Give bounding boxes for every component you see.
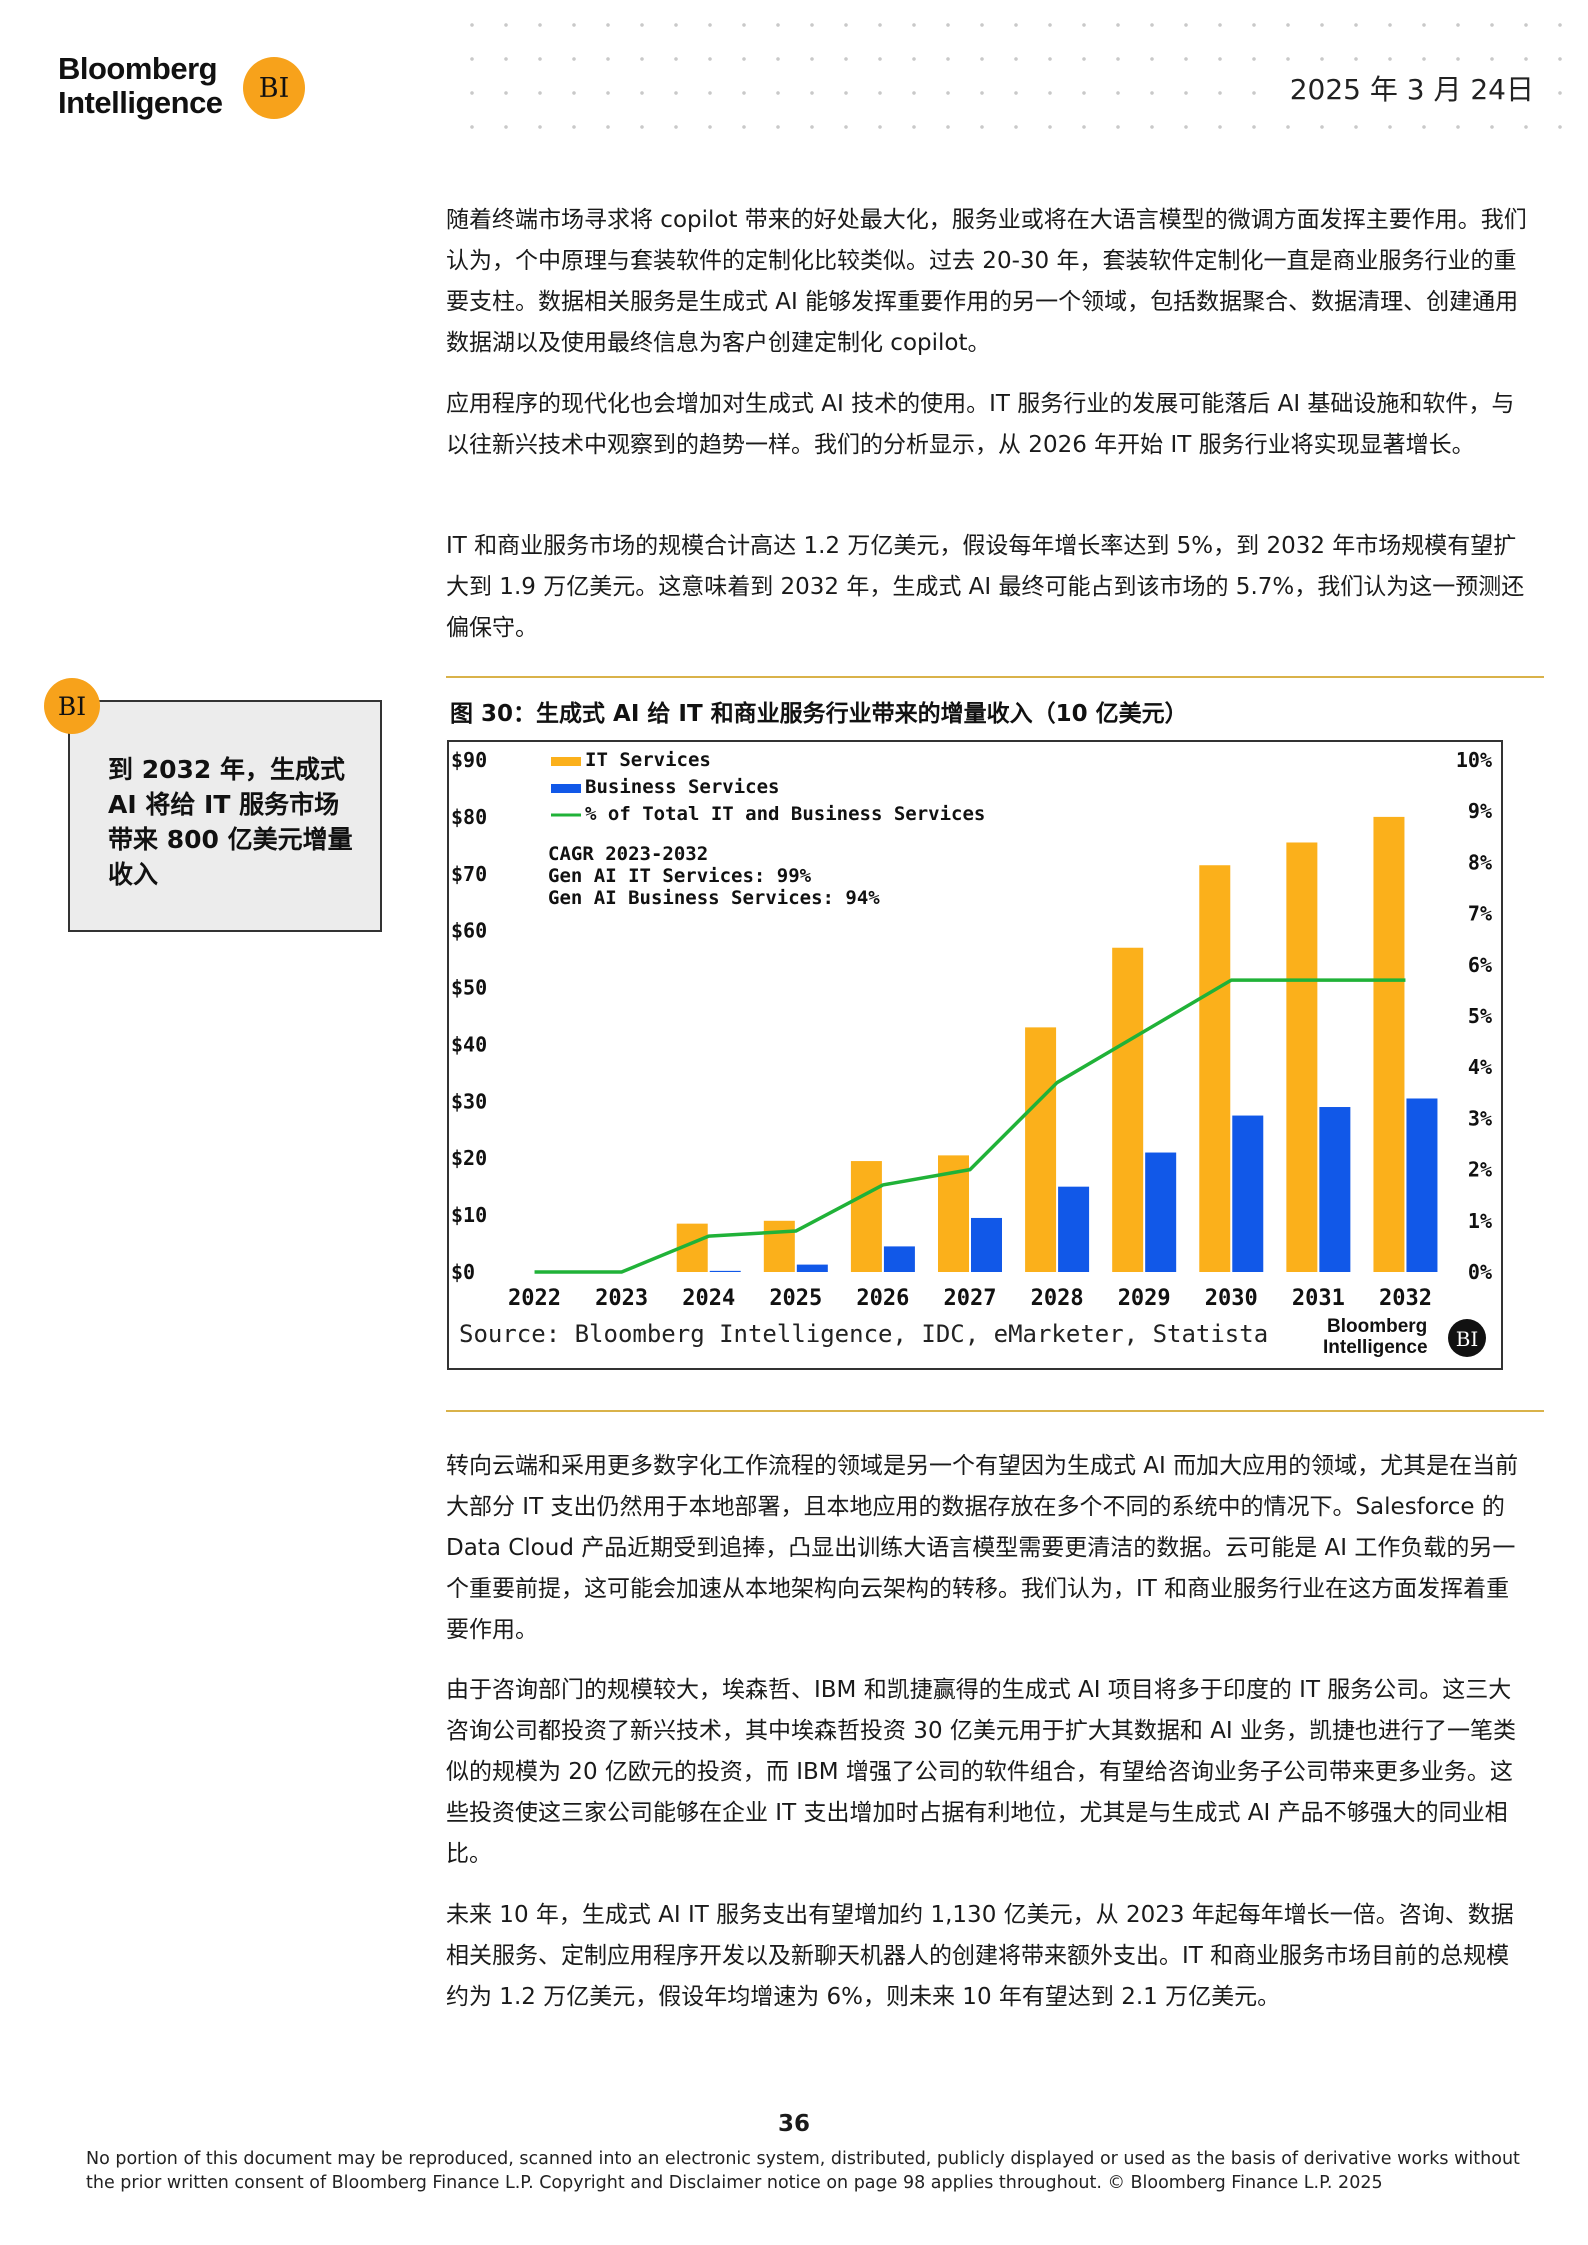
y-right-tick-7: 7% (1468, 902, 1492, 926)
bar-business-services-2030 (1232, 1115, 1264, 1272)
logo-line-2: Intelligence (58, 85, 223, 120)
y-right-tick-3: 3% (1468, 1106, 1492, 1130)
callout-text: 到 2032 年，生成式 AI 将给 IT 服务市场带来 800 亿美元增量收入 (108, 755, 353, 889)
x-tick-label-2024: 2024 (682, 1286, 735, 1311)
y-left-tick-8: $80 (451, 805, 487, 829)
logo-line-1: Bloomberg (58, 51, 218, 86)
bar-it-services-2025 (763, 1220, 795, 1272)
paragraph-3: IT 和商业服务市场的规模合计高达 1.2 万亿美元，假设每年增长率达到 5%，… (446, 533, 1525, 641)
bar-it-services-2031 (1286, 842, 1318, 1272)
bar-business-services-2024 (709, 1270, 741, 1272)
x-tick-label-2030: 2030 (1205, 1286, 1258, 1311)
figure-top-rule (446, 676, 1544, 678)
bar-business-services-2028 (1058, 1186, 1090, 1272)
bar-business-services-2027 (971, 1217, 1002, 1272)
y-left-tick-7: $70 (451, 862, 487, 886)
x-tick-label-2026: 2026 (856, 1286, 909, 1311)
callout-box: 到 2032 年，生成式 AI 将给 IT 服务市场带来 800 亿美元增量收入 (68, 700, 382, 932)
callout-bi-icon: BI (44, 678, 100, 734)
paragraph-5: 由于咨询部门的规模较大，埃森哲、IBM 和凯捷赢得的生成式 AI 项目将多于印度… (446, 1677, 1517, 1867)
y-left-tick-3: $30 (451, 1089, 487, 1113)
y-right-tick-6: 6% (1468, 953, 1492, 977)
paragraph-4: 转向云端和采用更多数字化工作流程的领域是另一个有望因为生成式 AI 而加大应用的… (446, 1453, 1519, 1643)
y-right-tick-9: 9% (1468, 799, 1492, 823)
legend-swatch-it-services (551, 757, 581, 766)
bloomberg-intelligence-logo: Bloomberg Intelligence (58, 52, 223, 120)
legend-swatch-business-services (551, 784, 581, 793)
chart-logo-line-2: Intelligence (1323, 1337, 1428, 1358)
x-tick-label-2025: 2025 (769, 1286, 822, 1311)
bar-it-services-2026 (850, 1161, 882, 1272)
chart-source: Source: Bloomberg Intelligence, IDC, eMa… (459, 1320, 1268, 1348)
bar-business-services-2026 (883, 1246, 915, 1272)
footer-disclaimer: No portion of this document may be repro… (86, 2149, 1520, 2193)
cagr-annotation-title: CAGR 2023-2032 (548, 843, 708, 865)
paragraph-1: 随着终端市场寻求将 copilot 带来的好处最大化，服务业或将在大语言模型的微… (446, 207, 1527, 356)
legend-label-business-services: Business Services (585, 776, 779, 798)
x-tick-label-2029: 2029 (1118, 1286, 1171, 1311)
y-left-tick-4: $40 (451, 1032, 487, 1056)
legend-label-it-services: IT Services (585, 749, 711, 771)
page-number: 36 (777, 2111, 810, 2137)
bar-line-chart: 2022 2023 2024 2025 2026 2027 2028 2029 2030 2031… (451, 748, 1492, 1358)
figure-bottom-rule (446, 1410, 1544, 1412)
bar-it-services-2029 (1112, 947, 1144, 1272)
bar-business-services-2029 (1145, 1152, 1177, 1272)
y-right-tick-4: 4% (1468, 1055, 1492, 1079)
x-tick-label-2031: 2031 (1292, 1286, 1345, 1311)
x-tick-label-2023: 2023 (595, 1286, 648, 1311)
y-left-tick-6: $60 (451, 919, 487, 943)
x-tick-label-2028: 2028 (1031, 1286, 1084, 1311)
figure-title: 图 30：生成式 AI 给 IT 和商业服务行业带来的增量收入（10 亿美元） (450, 701, 1188, 727)
y-right-tick-5: 5% (1468, 1004, 1492, 1028)
x-tick-label-2032: 2032 (1379, 1286, 1432, 1311)
y-right-tick-0: 0% (1468, 1260, 1492, 1284)
y-left-tick-2: $20 (451, 1146, 487, 1170)
bar-it-services-2030 (1199, 865, 1231, 1272)
y-left-tick-0: $0 (451, 1260, 475, 1284)
chart-logo-line-1: Bloomberg (1327, 1316, 1427, 1337)
cagr-annotation-it: Gen AI IT Services: 99% (548, 865, 812, 887)
chart-bi-badge-text: BI (1456, 1327, 1479, 1351)
x-tick-label-2022: 2022 (508, 1286, 561, 1311)
paragraph-2: 应用程序的现代化也会增加对生成式 AI 技术的使用。IT 服务行业的发展可能落后… (446, 391, 1515, 458)
y-right-tick-1: 1% (1468, 1209, 1492, 1233)
bar-it-services-2028 (1025, 1027, 1057, 1272)
bar-business-services-2031 (1319, 1107, 1351, 1272)
line-pct-total (534, 978, 1406, 1274)
report-date: 2025 年 3 月 24日 (1283, 66, 1540, 110)
y-left-tick-5: $50 (451, 976, 487, 1000)
chart-bi-icon (1448, 1319, 1486, 1357)
y-right-tick-8: 8% (1468, 850, 1492, 874)
bar-it-services-2032 (1373, 816, 1405, 1272)
y-left-tick-1: $10 (451, 1203, 487, 1227)
bar-business-services-2025 (796, 1264, 828, 1272)
y-right-tick-10: 10% (1456, 748, 1492, 772)
x-tick-label-2027: 2027 (944, 1286, 997, 1311)
chart-container: 2022 2023 2024 2025 2026 2027 2028 2029 2030 2031… (447, 740, 1503, 1370)
y-left-tick-9: $90 (451, 748, 487, 772)
y-right-tick-2: 2% (1468, 1158, 1492, 1182)
legend-label-pct-total: % of Total IT and Business Services (585, 803, 985, 825)
cagr-annotation-business: Gen AI Business Services: 94% (548, 887, 880, 909)
bar-business-services-2032 (1406, 1098, 1438, 1272)
paragraph-6: 未来 10 年，生成式 AI IT 服务支出有望增加约 1,130 亿美元，从 … (446, 1902, 1514, 2010)
bi-badge-icon: BI (243, 57, 305, 119)
